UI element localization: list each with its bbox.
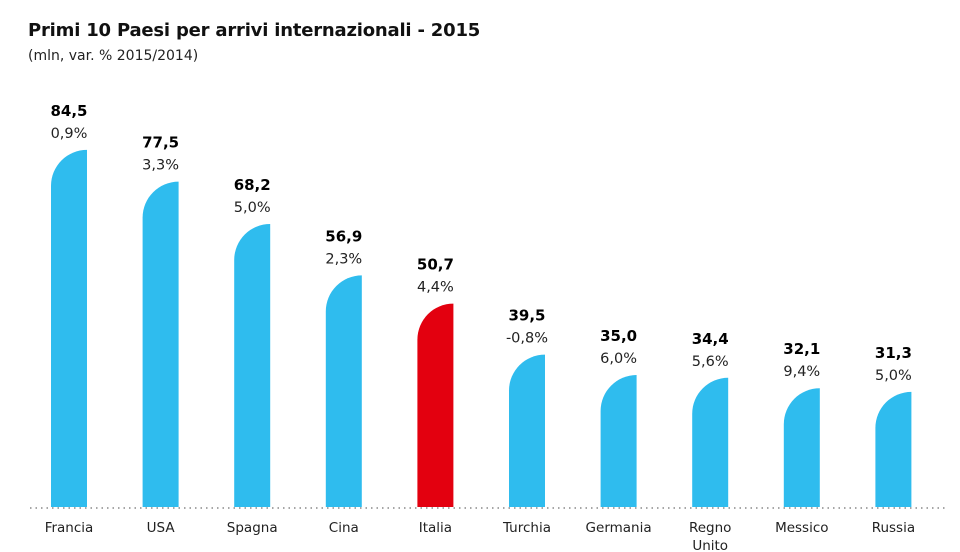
bar: [51, 149, 87, 507]
category-label: Cina: [329, 520, 359, 536]
bar: [325, 275, 362, 507]
value-label: 31,3: [875, 344, 912, 362]
change-label: 5,0%: [234, 200, 271, 216]
change-label: 3,3%: [142, 158, 179, 174]
category-label: Spagna: [227, 520, 278, 536]
category-label: USA: [147, 520, 176, 536]
value-label: 34,4: [692, 330, 729, 348]
chart-title: Primi 10 Paesi per arrivi internazionali…: [28, 20, 481, 41]
category-label: Francia: [45, 520, 94, 536]
value-label: 56,9: [325, 227, 362, 245]
change-label: -0,8%: [506, 331, 548, 347]
change-label: 2,3%: [325, 251, 362, 267]
bar: [875, 391, 912, 507]
change-label: 9,4%: [783, 364, 820, 380]
category-label: Russia: [872, 520, 915, 536]
bar: [783, 388, 820, 507]
change-label: 6,0%: [600, 351, 637, 367]
bar: [142, 181, 179, 508]
value-label: 84,5: [50, 102, 87, 120]
change-label: 0,9%: [51, 126, 88, 142]
value-label: 68,2: [234, 176, 271, 194]
change-label: 4,4%: [417, 280, 454, 296]
bar: [417, 303, 454, 507]
change-label: 5,6%: [692, 354, 729, 370]
bar: [692, 377, 729, 507]
value-label: 32,1: [783, 340, 820, 358]
chart-subtitle: (mln, var. % 2015/2014): [28, 48, 199, 64]
bar: [509, 354, 545, 507]
category-label: Regno Unito: [689, 520, 731, 552]
category-label: Germania: [586, 520, 652, 536]
category-label: Italia: [419, 520, 452, 536]
value-label: 39,5: [508, 307, 545, 325]
bar: [234, 223, 271, 508]
value-label: 35,0: [600, 327, 637, 345]
category-label: Messico: [775, 520, 828, 536]
bar: [600, 375, 637, 507]
category-label: Turchia: [502, 520, 551, 536]
value-label: 77,5: [142, 134, 179, 152]
value-label: 50,7: [417, 256, 454, 274]
change-label: 5,0%: [875, 368, 912, 384]
